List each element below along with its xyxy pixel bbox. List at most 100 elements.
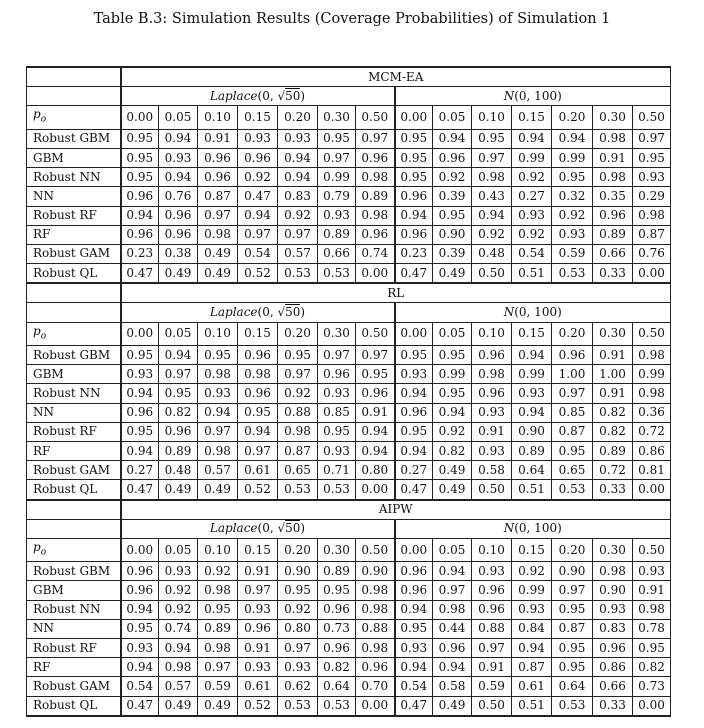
data-cell: 0.91 [592,345,633,366]
data-cell: 0.87 [197,186,238,207]
data-cell: 0.98 [197,364,238,385]
table-row: Robust QL 0.47 0.49 0.49 0.52 0.53 0.53 0.00 0.4… [26,479,671,501]
data-cell: 0.92 [551,205,593,226]
row-label: NN [26,618,121,640]
p-value-cell: 0.10 [471,105,512,130]
data-cell: 0.94 [511,638,552,659]
data-cell: 0.97 [551,383,593,404]
data-cell: 0.94 [511,402,552,423]
data-cell: 0.73 [632,676,671,697]
data-cell: 0.47 [393,695,433,717]
data-cell: 0.39 [432,186,472,207]
data-cell: 0.66 [592,243,633,265]
data-cell: 0.82 [592,421,633,442]
p-value-cell: 0.50 [355,321,395,347]
data-cell: 0.94 [511,345,552,366]
data-cell: 0.33 [592,479,633,501]
data-cell: 0.96 [119,561,159,582]
data-cell: 0.59 [197,676,238,697]
data-cell: 0.96 [119,186,159,207]
data-cell: 0.96 [393,561,433,582]
data-cell: 0.94 [119,205,159,226]
distribution-name: Laplace [209,88,258,103]
data-cell: 0.93 [511,205,552,226]
data-cell: 0.99 [432,364,472,385]
data-cell: 0.44 [432,618,472,640]
data-cell: 0.99 [511,364,552,385]
data-cell: 0.98 [355,580,395,601]
data-cell: 0.88 [355,618,395,640]
data-cell: 0.96 [119,580,159,601]
row-label: Robust QL [26,479,121,501]
data-cell: 0.92 [471,224,512,245]
sqrt-symbol: √ [277,88,286,103]
data-cell: 0.98 [432,599,472,620]
data-cell: 0.93 [237,128,278,149]
data-cell: 0.98 [355,638,395,659]
data-cell: 0.78 [632,618,671,640]
data-cell: 0.93 [317,383,356,404]
data-cell: 0.98 [197,440,238,462]
data-cell: 0.58 [432,676,472,697]
data-cell: 0.23 [393,243,433,265]
data-cell: 0.59 [551,243,593,265]
distribution-header: N(0, 100) [393,86,671,107]
data-cell: 0.95 [119,128,159,149]
method-header-row: RL [26,282,671,304]
data-cell: 0.93 [158,147,198,169]
data-cell: 0.96 [355,224,395,245]
data-cell: 0.29 [632,186,671,207]
method-name: AIPW [378,502,413,517]
data-cell: 0.49 [197,263,238,285]
data-cell: 0.80 [277,618,318,640]
data-cell: 0.57 [158,676,198,697]
data-cell: 0.98 [632,205,671,226]
data-cell: 0.53 [277,479,318,501]
data-cell: 0.93 [592,599,633,620]
method-header: RL [119,282,671,304]
data-cell: 0.95 [393,167,433,188]
data-cell: 0.74 [355,243,395,265]
row-label: Robust RF [26,205,121,226]
row-label: GBM [26,364,121,385]
data-cell: 0.92 [158,599,198,620]
data-cell: 0.95 [317,421,356,442]
data-cell: 0.94 [237,421,278,442]
table-row: Robust GBM 0.95 0.94 0.91 0.93 0.93 0.95 0.97 0.… [26,128,671,149]
data-cell: 0.94 [432,128,472,149]
data-cell: 0.87 [551,618,593,640]
table-row: Robust QL 0.47 0.49 0.49 0.52 0.53 0.53 0.00 0.4… [26,263,671,285]
p-value-cell: 0.05 [432,105,472,130]
data-cell: 0.97 [237,224,278,245]
data-cell: 0.93 [551,224,593,245]
data-cell: 0.96 [158,205,198,226]
p-value-cell: 0.30 [592,537,633,563]
data-cell: 0.93 [471,561,512,582]
data-cell: 0.54 [237,243,278,265]
table-row: Robust RF 0.95 0.96 0.97 0.94 0.98 0.95 0.94 0.9… [26,421,671,442]
data-cell: 0.92 [237,167,278,188]
data-cell: 0.96 [197,167,238,188]
data-cell: 0.00 [632,263,671,285]
data-cell: 0.93 [158,561,198,582]
data-cell: 0.35 [592,186,633,207]
row-label: RF [26,224,121,245]
data-cell: 0.93 [471,402,512,423]
data-cell: 0.95 [432,345,472,366]
data-cell: 0.89 [355,186,395,207]
row-label: Robust GBM [26,345,121,366]
table-row: NN 0.96 0.82 0.94 0.95 0.88 0.85 0.91 0.96 0.94 0.… [26,402,671,423]
data-cell: 0.54 [393,676,433,697]
table-row: Robust GAM 0.54 0.57 0.59 0.61 0.62 0.64 0.70 0.… [26,676,671,697]
data-cell: 0.50 [471,479,512,501]
table-row: GBM 0.93 0.97 0.98 0.98 0.97 0.96 0.95 0.93 0.99 0… [26,364,671,385]
p-value-cell: 0.30 [317,321,356,347]
data-cell: 0.74 [158,618,198,640]
p-value-cell: 0.30 [592,321,633,347]
data-cell: 0.49 [197,695,238,717]
table-row: GBM 0.95 0.93 0.96 0.96 0.94 0.97 0.96 0.95 0.96 0… [26,147,671,169]
row-label: GBM [26,147,121,169]
p-value-cell: 0.50 [355,105,395,130]
table-row: Robust GAM 0.23 0.38 0.49 0.54 0.57 0.66 0.74 0.… [26,243,671,265]
data-cell: 0.39 [432,243,472,265]
